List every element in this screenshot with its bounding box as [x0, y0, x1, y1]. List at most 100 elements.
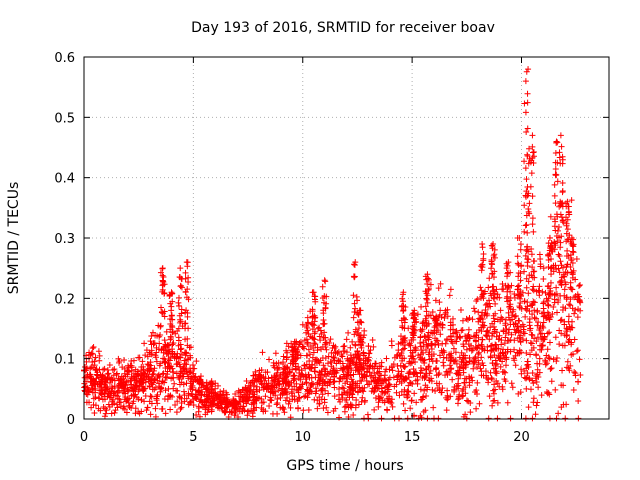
- data-point: [280, 359, 287, 366]
- data-point: [350, 354, 357, 361]
- data-point: [178, 306, 185, 313]
- data-point: [311, 330, 318, 337]
- data-point: [239, 394, 246, 401]
- data-point: [478, 341, 485, 348]
- data-point: [377, 380, 384, 387]
- data-point: [473, 364, 480, 371]
- data-point: [158, 309, 165, 316]
- data-point: [362, 360, 369, 367]
- data-point: [249, 389, 256, 396]
- data-point: [568, 257, 575, 264]
- data-point: [472, 337, 479, 344]
- data-point: [229, 408, 236, 415]
- data-point: [529, 143, 536, 150]
- data-point: [269, 388, 276, 395]
- data-point: [391, 354, 398, 361]
- data-point: [341, 408, 348, 415]
- data-point: [531, 307, 538, 314]
- data-point: [477, 365, 484, 372]
- data-point: [515, 390, 522, 397]
- data-point: [324, 382, 331, 389]
- data-point: [459, 317, 466, 324]
- data-point: [190, 402, 197, 409]
- data-point: [175, 294, 182, 301]
- data-point: [304, 386, 311, 393]
- data-point: [570, 386, 577, 393]
- data-point: [183, 395, 190, 402]
- data-point: [432, 387, 439, 394]
- data-point: [574, 347, 581, 354]
- data-point: [424, 292, 431, 299]
- data-point: [185, 390, 192, 397]
- data-point: [545, 302, 552, 309]
- data-point: [558, 282, 565, 289]
- data-point: [476, 400, 483, 407]
- data-point: [523, 176, 530, 183]
- data-point: [491, 295, 498, 302]
- data-point: [371, 387, 378, 394]
- data-point: [463, 397, 470, 404]
- data-point: [363, 377, 370, 384]
- data-point: [525, 190, 532, 197]
- data-point: [559, 367, 566, 374]
- data-point: [528, 347, 535, 354]
- data-point: [348, 404, 355, 411]
- data-point: [183, 350, 190, 357]
- data-point: [466, 373, 473, 380]
- data-point: [552, 171, 559, 178]
- data-point: [471, 359, 478, 366]
- data-point: [319, 283, 326, 290]
- data-point: [499, 280, 506, 287]
- data-point: [540, 265, 547, 272]
- data-point: [530, 258, 537, 265]
- data-point: [428, 346, 435, 353]
- data-point: [388, 342, 395, 349]
- data-point: [381, 399, 388, 406]
- data-point: [462, 411, 469, 418]
- data-point: [447, 393, 454, 400]
- data-point: [358, 366, 365, 373]
- data-point: [552, 200, 559, 207]
- data-point: [556, 149, 563, 156]
- data-point: [175, 303, 182, 310]
- data-point: [209, 393, 216, 400]
- data-point: [365, 350, 372, 357]
- data-point: [417, 396, 424, 403]
- data-point: [404, 415, 411, 422]
- data-point: [565, 318, 572, 325]
- data-point: [169, 369, 176, 376]
- data-point: [379, 389, 386, 396]
- data-point: [486, 275, 493, 282]
- data-point: [160, 370, 167, 377]
- data-point: [320, 320, 327, 327]
- data-point: [280, 366, 287, 373]
- data-point: [551, 299, 558, 306]
- data-point: [524, 362, 531, 369]
- data-point: [558, 143, 565, 150]
- data-point: [526, 376, 533, 383]
- data-point: [413, 399, 420, 406]
- data-point: [544, 346, 551, 353]
- data-point: [124, 367, 131, 374]
- data-point: [416, 354, 423, 361]
- data-point: [514, 335, 521, 342]
- data-point: [532, 411, 539, 418]
- data-point: [164, 371, 171, 378]
- data-point: [283, 340, 290, 347]
- data-point: [321, 396, 328, 403]
- data-point: [197, 397, 204, 404]
- data-point: [296, 340, 303, 347]
- data-point: [447, 286, 454, 293]
- data-point: [491, 352, 498, 359]
- data-point: [559, 203, 566, 210]
- data-point: [423, 276, 430, 283]
- data-point: [527, 339, 534, 346]
- data-point: [335, 357, 342, 364]
- data-point: [499, 286, 506, 293]
- data-point: [202, 411, 209, 418]
- data-point: [422, 346, 429, 353]
- data-point: [496, 332, 503, 339]
- data-point: [314, 379, 321, 386]
- data-point: [178, 284, 185, 291]
- data-point: [91, 409, 98, 416]
